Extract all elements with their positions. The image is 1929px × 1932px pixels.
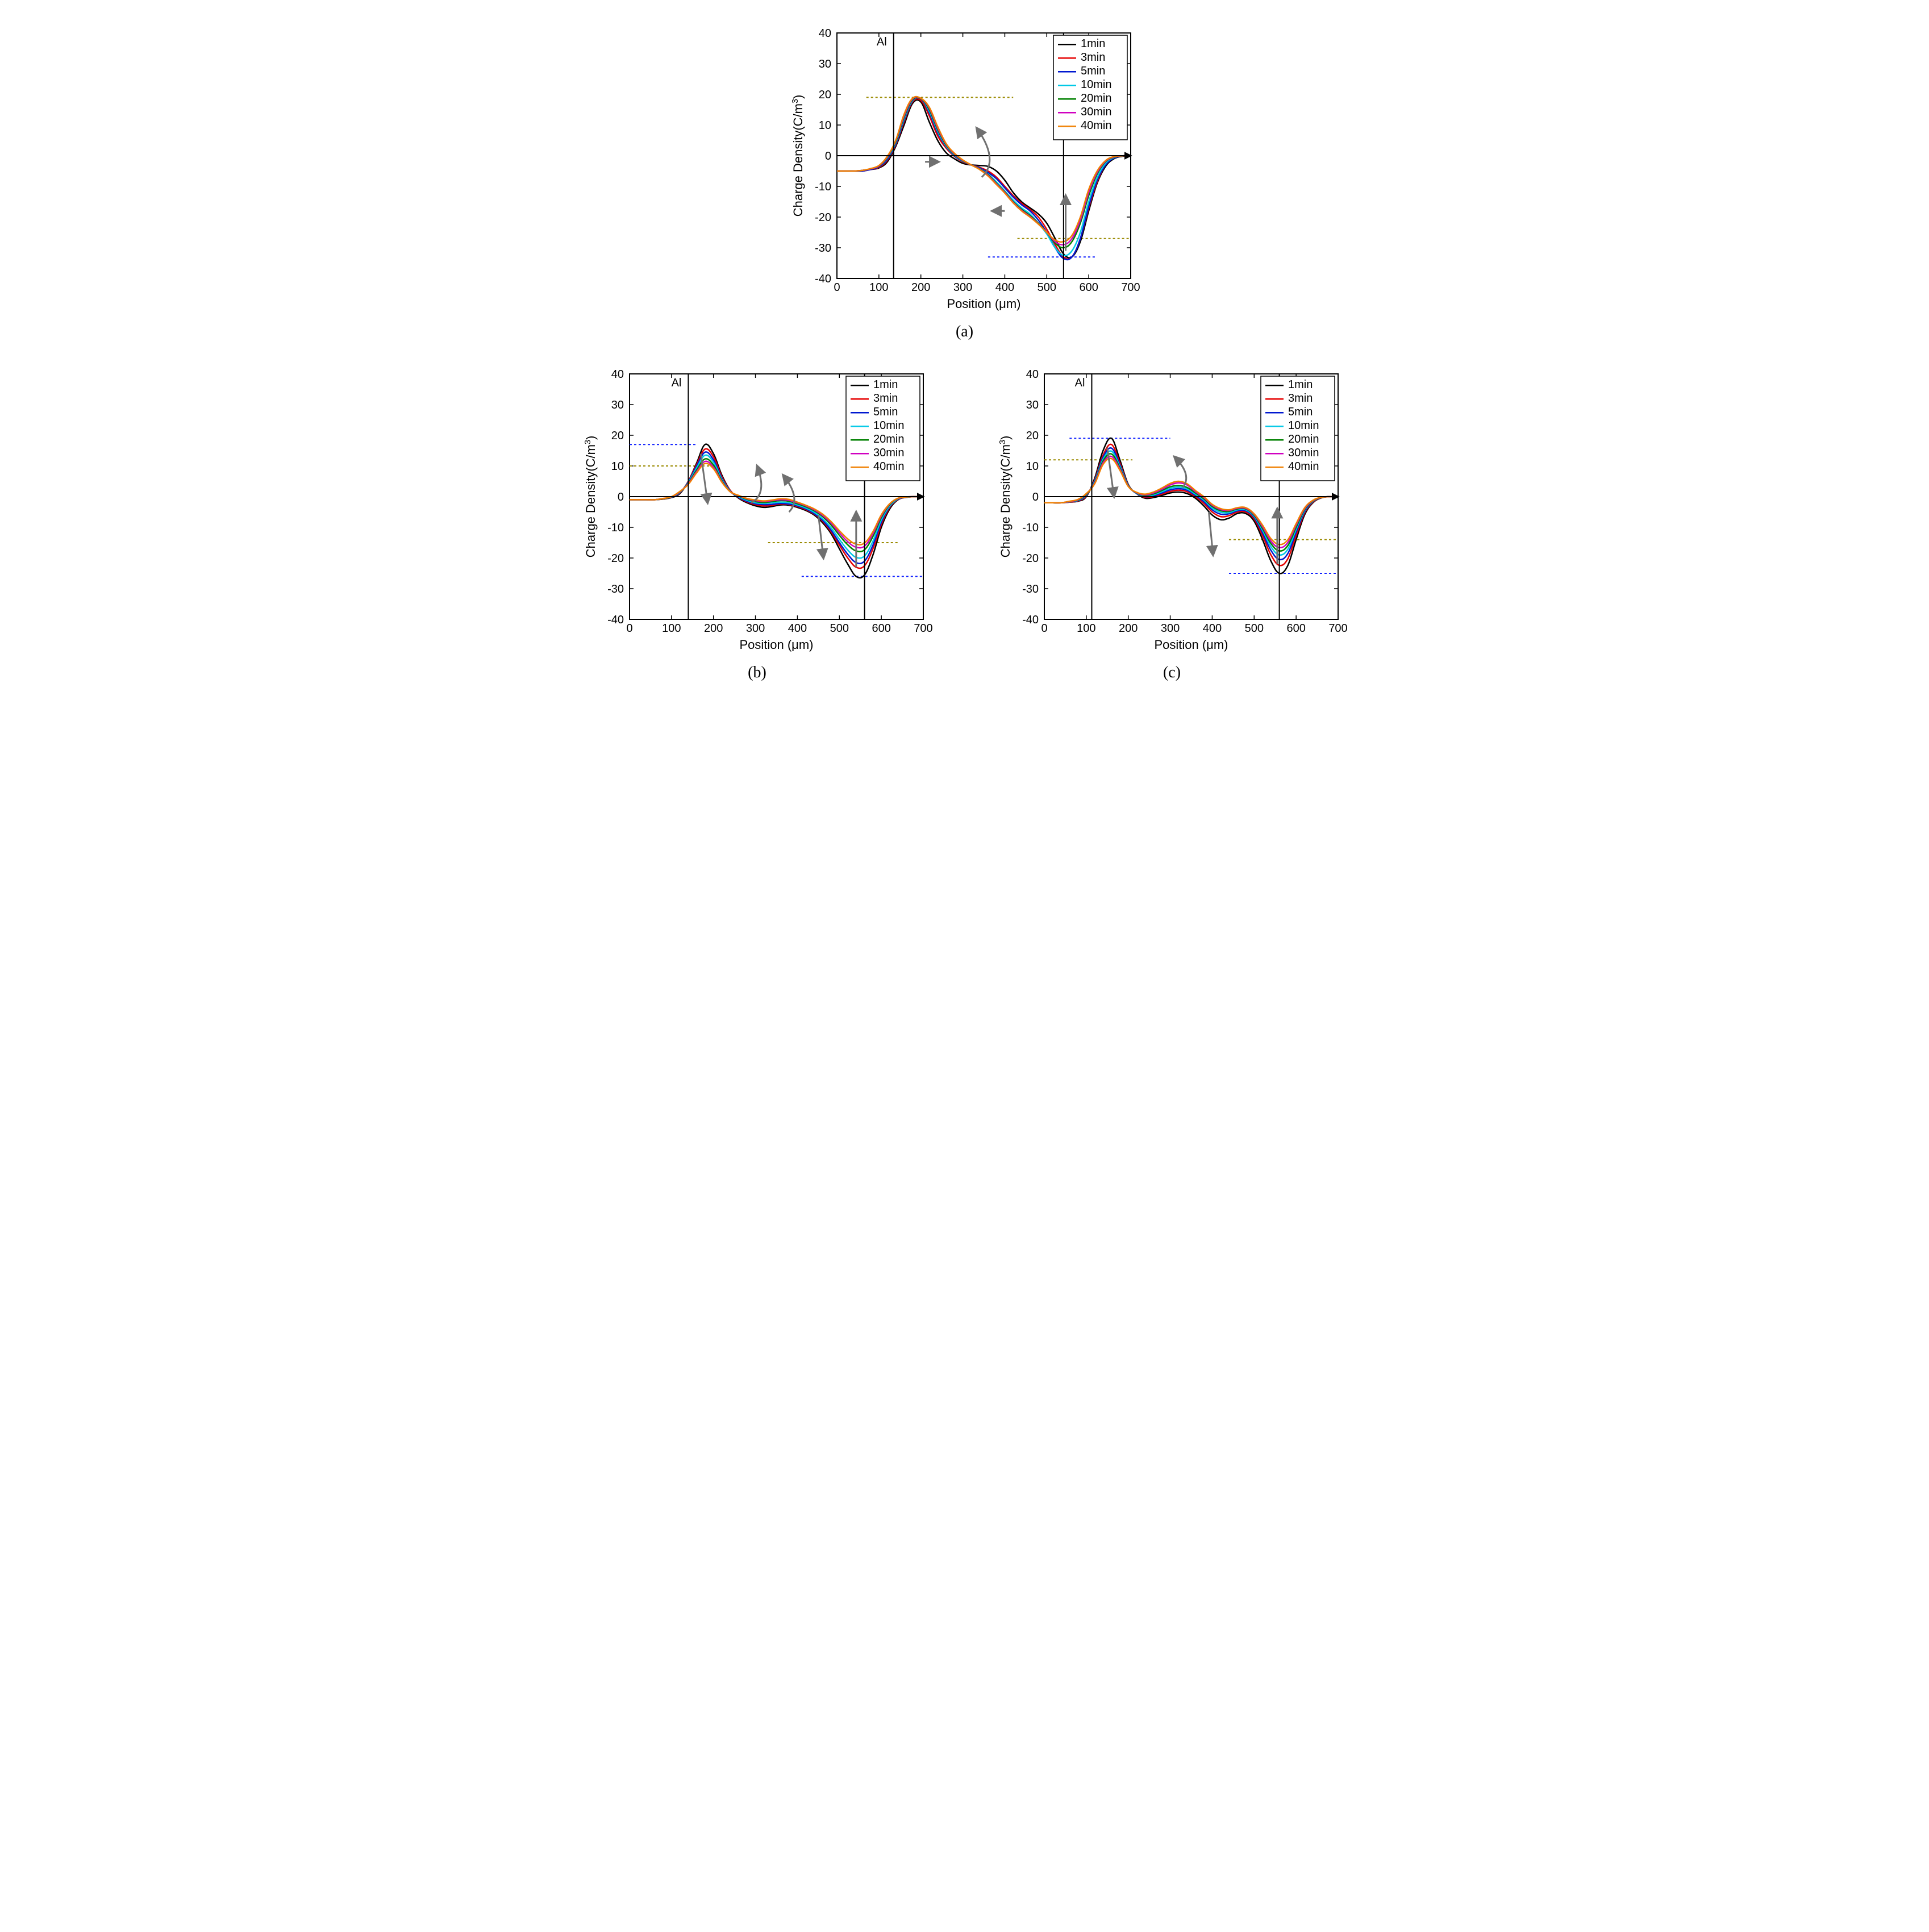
svg-text:20: 20 [818,89,831,101]
chart-cell-b: 0 100 200 300 400 500 600 700 -40 -30 -20 -10 0 10 20 3… [567,364,948,682]
caption-a: (a) [956,323,973,341]
svg-text:300: 300 [1160,622,1179,635]
svg-text:200: 200 [704,622,723,635]
svg-text:0: 0 [617,491,623,503]
svg-text:600: 600 [872,622,890,635]
svg-text:-40: -40 [1022,614,1039,626]
svg-text:3min: 3min [1288,392,1313,405]
svg-text:20: 20 [1026,430,1038,442]
svg-text:400: 400 [788,622,806,635]
chart-c: 0 100 200 300 400 500 600 700 -40 -30 -20 -10 0 10 20 3… [996,364,1348,659]
svg-text:Al: Al [876,36,886,48]
svg-text:30min: 30min [873,447,904,459]
svg-text:0: 0 [1032,491,1038,503]
svg-text:0: 0 [1041,622,1047,635]
figure-grid: 0100200300400500600700-40-30-20-10010203… [567,23,1363,682]
svg-text:10: 10 [611,460,623,473]
svg-text:600: 600 [1286,622,1305,635]
svg-text:-10: -10 [1022,522,1039,534]
svg-text:20min: 20min [873,433,904,445]
svg-text:30min: 30min [1288,447,1319,459]
svg-text:200: 200 [1119,622,1138,635]
svg-text:30min: 30min [1081,106,1111,118]
svg-text:500: 500 [1244,622,1263,635]
svg-text:-20: -20 [815,211,831,224]
svg-text:500: 500 [1037,281,1056,294]
svg-text:40min: 40min [1288,460,1319,473]
svg-text:-20: -20 [1022,552,1039,565]
svg-text:10min: 10min [1081,78,1111,91]
svg-text:-10: -10 [607,522,624,534]
svg-text:Charge Density(C/m3): Charge Density(C/m3) [584,436,598,558]
svg-text:30: 30 [1026,399,1038,411]
svg-text:-40: -40 [815,273,831,285]
chart-a: 0 100 200 300 400 500 600 700 -40 -30 -20 -10 0 10 20 3… [789,23,1141,318]
svg-text:5min: 5min [1081,65,1105,77]
chart-b: 0 100 200 300 400 500 600 700 -40 -30 -20 -10 0 10 20 3… [581,364,934,659]
svg-text:700: 700 [1328,622,1347,635]
svg-text:Al: Al [1074,377,1085,389]
svg-text:10min: 10min [1288,419,1319,432]
svg-text:20min: 20min [1288,433,1319,445]
svg-text:300: 300 [745,622,764,635]
svg-text:40: 40 [611,368,623,381]
svg-text:40min: 40min [873,460,904,473]
svg-text:200: 200 [911,281,930,294]
svg-text:0: 0 [834,281,840,294]
svg-text:300: 300 [953,281,972,294]
svg-text:-30: -30 [1022,583,1039,596]
svg-text:10: 10 [1026,460,1038,473]
svg-text:5min: 5min [873,406,898,418]
svg-text:100: 100 [662,622,681,635]
svg-text:40min: 40min [1081,119,1111,132]
svg-text:1min: 1min [873,378,898,391]
svg-text:10: 10 [818,119,831,132]
svg-text:400: 400 [995,281,1014,294]
svg-text:100: 100 [1077,622,1095,635]
svg-text:3min: 3min [873,392,898,405]
svg-text:20: 20 [611,430,623,442]
svg-text:30: 30 [818,58,831,70]
svg-text:20min: 20min [1081,92,1111,105]
svg-text:Position (μm): Position (μm) [739,638,813,652]
svg-text:Position (μm): Position (μm) [1154,638,1228,652]
svg-text:Position (μm): Position (μm) [947,297,1020,311]
svg-text:0: 0 [626,622,632,635]
svg-text:40: 40 [818,27,831,40]
caption-b: (b) [748,664,766,682]
svg-text:-30: -30 [815,242,831,255]
svg-text:600: 600 [1079,281,1098,294]
svg-text:-20: -20 [607,552,624,565]
chart-cell-a: 0 100 200 300 400 500 600 700 -40 -30 -20 -10 0 10 20 3… [567,23,1363,341]
chart-cell-c: 0 100 200 300 400 500 600 700 -40 -30 -20 -10 0 10 20 3… [982,364,1363,682]
svg-text:-40: -40 [607,614,624,626]
svg-text:-30: -30 [607,583,624,596]
svg-text:Charge Density(C/m3): Charge Density(C/m3) [791,95,805,217]
svg-text:700: 700 [914,622,932,635]
svg-text:700: 700 [1121,281,1140,294]
svg-text:30: 30 [611,399,623,411]
svg-text:Charge Density(C/m3): Charge Density(C/m3) [998,436,1013,558]
caption-c: (c) [1163,664,1181,682]
svg-text:0: 0 [824,150,831,163]
svg-text:Al: Al [671,377,681,389]
svg-text:3min: 3min [1081,51,1105,64]
svg-text:5min: 5min [1288,406,1313,418]
svg-text:10min: 10min [873,419,904,432]
svg-text:100: 100 [869,281,888,294]
svg-text:-10: -10 [815,181,831,193]
svg-text:500: 500 [830,622,848,635]
svg-text:400: 400 [1202,622,1221,635]
svg-text:1min: 1min [1288,378,1313,391]
svg-text:1min: 1min [1081,38,1105,50]
svg-text:40: 40 [1026,368,1038,381]
